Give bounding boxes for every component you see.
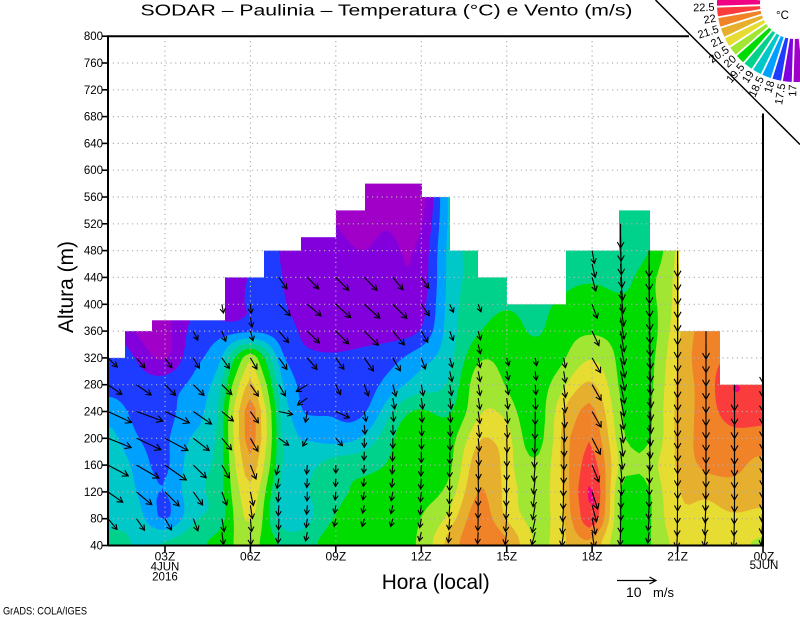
svg-text:680: 680 (84, 112, 103, 124)
svg-text:280: 280 (84, 380, 103, 392)
svg-text:12Z: 12Z (411, 550, 432, 564)
svg-text:760: 760 (84, 58, 103, 70)
svg-text:18: 18 (762, 79, 777, 94)
svg-text:560: 560 (84, 192, 103, 204)
svg-text:Altura (m): Altura (m) (54, 241, 78, 333)
svg-text:2016: 2016 (152, 572, 178, 584)
svg-text:17.5: 17.5 (773, 83, 788, 106)
svg-text:21: 21 (709, 34, 725, 50)
svg-text:SODAR – Paulinia – Temperatura: SODAR – Paulinia – Temperatura (°C) e Ve… (141, 3, 633, 20)
svg-text:40: 40 (90, 541, 103, 553)
svg-text:17: 17 (787, 84, 799, 97)
svg-text:200: 200 (84, 433, 103, 445)
svg-text:120: 120 (84, 487, 103, 499)
svg-text:600: 600 (84, 165, 103, 177)
svg-text:19: 19 (740, 69, 757, 86)
svg-text:80: 80 (90, 514, 103, 526)
svg-text:440: 440 (84, 272, 103, 284)
svg-text:5JUN: 5JUN (750, 560, 779, 572)
svg-text:800: 800 (84, 31, 103, 43)
svg-text:m/s: m/s (653, 585, 674, 600)
svg-text:4JUN: 4JUN (151, 562, 180, 574)
svg-text:320: 320 (84, 353, 103, 365)
svg-text:240: 240 (84, 406, 103, 418)
svg-text:640: 640 (84, 138, 103, 150)
svg-text:520: 520 (84, 219, 103, 231)
svg-text:Hora (local): Hora (local) (382, 570, 490, 594)
svg-text:00Z: 00Z (754, 550, 775, 564)
svg-text:18Z: 18Z (582, 550, 603, 564)
svg-text:22.5: 22.5 (693, 2, 715, 15)
svg-text:03Z: 03Z (155, 550, 176, 564)
svg-text:15Z: 15Z (496, 550, 517, 564)
svg-text:360: 360 (84, 326, 103, 338)
svg-text:GrADS: COLA/IGES: GrADS: COLA/IGES (3, 606, 87, 618)
svg-text:21Z: 21Z (667, 550, 688, 564)
svg-text:10: 10 (626, 584, 642, 600)
svg-text:160: 160 (84, 460, 103, 472)
svg-text:400: 400 (84, 299, 103, 311)
svg-text:06Z: 06Z (240, 550, 261, 564)
svg-text:720: 720 (84, 85, 103, 97)
svg-text:09Z: 09Z (325, 550, 346, 564)
svg-text:22: 22 (703, 13, 717, 27)
svg-text:480: 480 (84, 246, 103, 258)
svg-text:°C: °C (776, 10, 789, 22)
